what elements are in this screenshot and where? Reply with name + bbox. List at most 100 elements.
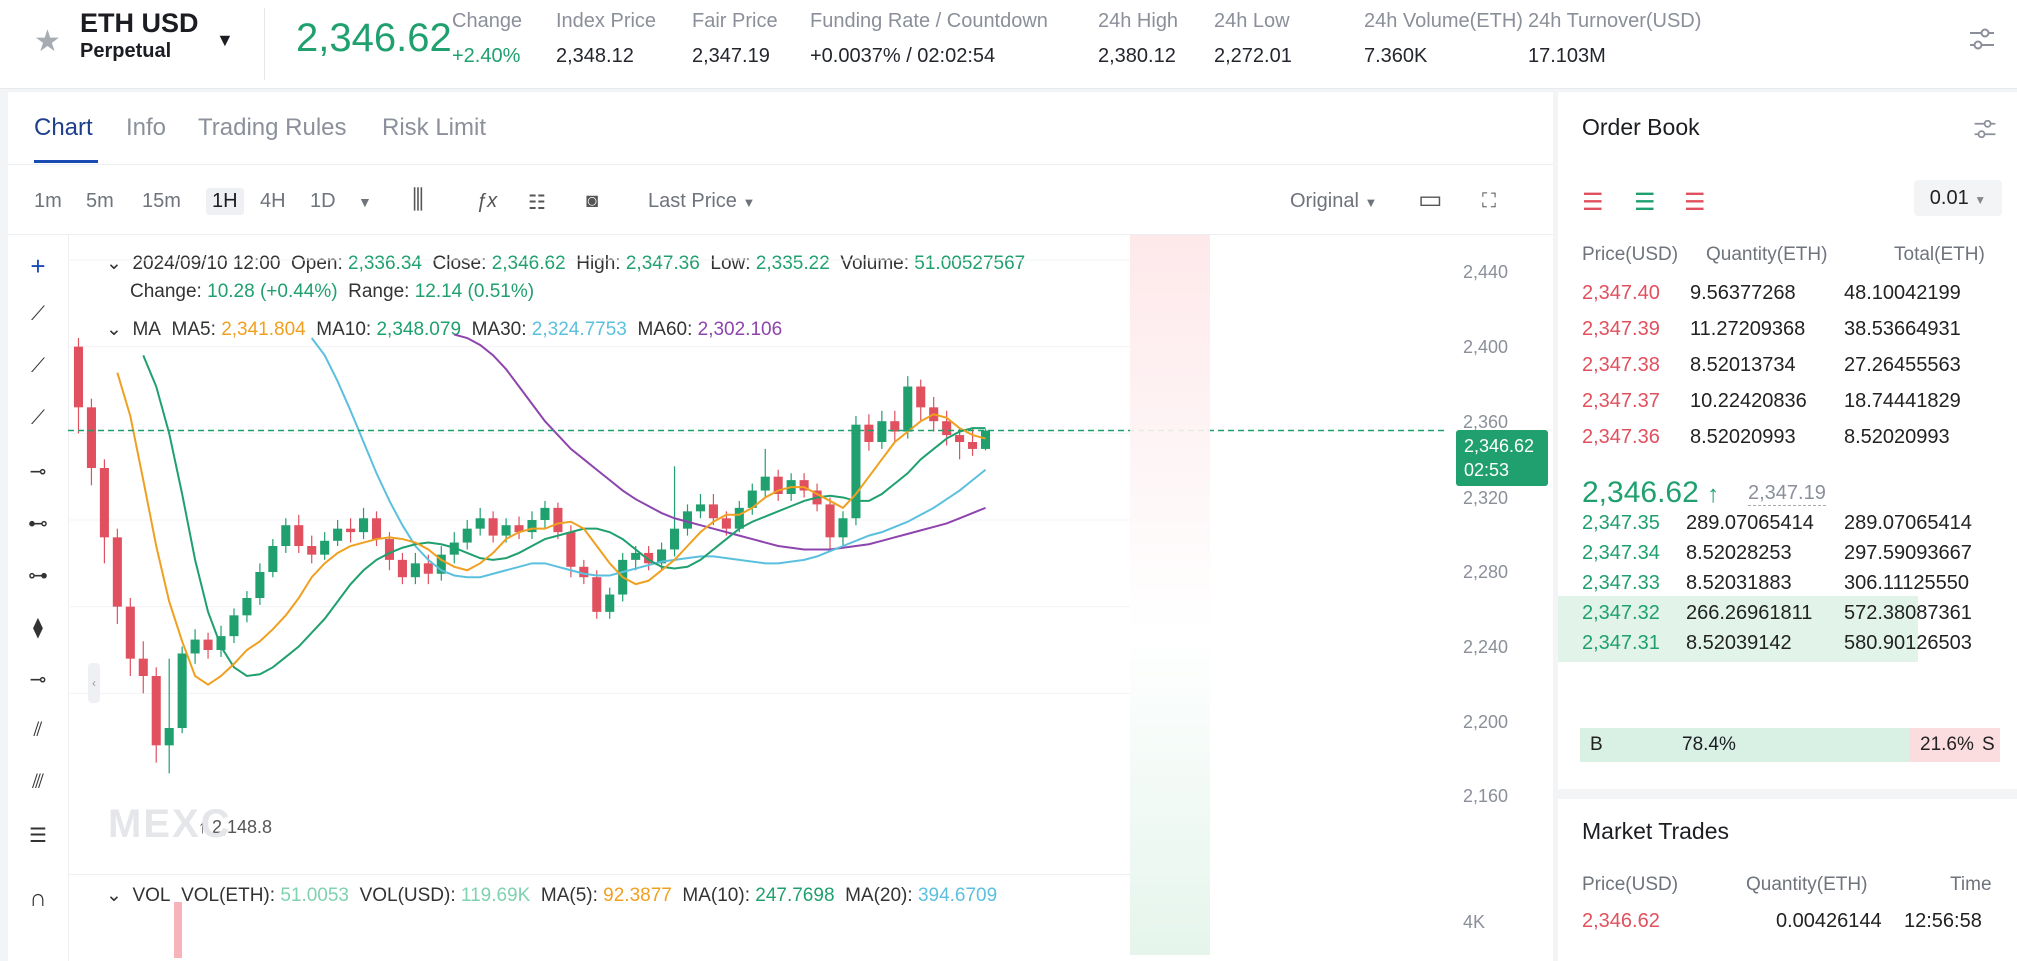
collapse-sidebar-handle[interactable]: ‹ <box>88 663 100 703</box>
candle-body <box>734 507 744 529</box>
price-line-icon[interactable]: ⊸ <box>29 669 47 691</box>
ma5-value: 2,341.804 <box>221 319 306 340</box>
symbol-name[interactable]: ETH USD <box>80 8 199 38</box>
timeframe-1d[interactable]: 1D <box>310 190 336 212</box>
candle-body <box>242 598 252 616</box>
bid-row[interactable]: 2,347.35 289.07065414 289.07065414 <box>1558 506 2017 542</box>
bid-quantity: 289.07065414 <box>1686 512 1814 534</box>
extended-line-icon[interactable]: ⟋ <box>31 407 45 429</box>
candle-body <box>229 615 239 637</box>
timeframe-1h[interactable]: 1H <box>206 188 244 215</box>
more-timeframes-icon[interactable]: ▼ <box>358 194 372 210</box>
ray-line-icon[interactable]: ⟋ <box>31 355 45 377</box>
candle-body <box>501 525 511 536</box>
indicators-icon[interactable]: ƒx <box>476 190 498 212</box>
ask-row[interactable]: 2,347.39 11.27209368 38.53664931 <box>1558 312 2017 348</box>
candle-body <box>216 636 226 650</box>
horizontal-ray-icon[interactable]: ⊸ <box>29 461 47 483</box>
ask-row[interactable]: 2,347.36 8.52020993 8.52020993 <box>1558 420 2017 456</box>
stat-change: Change +2.40% <box>452 10 523 67</box>
bid-price: 2,347.31 <box>1582 632 1660 654</box>
bid-total: 289.07065414 <box>1844 512 1972 534</box>
view-both-icon[interactable]: ☰ <box>1582 189 1610 216</box>
crosshair-icon[interactable]: + <box>30 251 46 281</box>
bid-row[interactable]: 2,347.34 8.52028253 297.59093667 <box>1558 536 2017 572</box>
horizontal-segment-icon[interactable]: ⊶ <box>28 565 48 587</box>
bid-quantity: 8.52028253 <box>1686 542 1792 564</box>
favorite-star-icon[interactable]: ★ <box>34 25 61 58</box>
collapse-chevron-icon[interactable]: ⌄ <box>106 319 122 340</box>
bid-row[interactable]: 2,347.33 8.52031883 306.11125550 <box>1558 566 2017 602</box>
tab-trading-rules[interactable]: Trading Rules <box>198 114 347 141</box>
view-mode-select[interactable]: Original ▼ <box>1290 190 1378 212</box>
ask-row[interactable]: 2,347.38 8.52013734 27.26455563 <box>1558 348 2017 384</box>
window-icon[interactable]: ▭ <box>1418 184 1443 214</box>
layout-icon[interactable]: ☷ <box>528 192 546 214</box>
ask-row[interactable]: 2,347.40 9.56377268 48.10042199 <box>1558 276 2017 312</box>
sell-ratio-bar <box>1909 728 2000 762</box>
candle-body <box>838 518 848 538</box>
candlestick-type-icon[interactable]: ⫼ <box>412 184 424 214</box>
depth-gradient <box>1130 235 1210 955</box>
price-type-select[interactable]: Last Price ▼ <box>648 190 756 212</box>
candle-body <box>540 507 550 520</box>
candle-body <box>488 518 498 536</box>
settings-sliders-icon[interactable] <box>1972 116 1998 142</box>
y-tick: 2,160 <box>1463 786 1509 806</box>
sell-label: S <box>1982 734 1995 755</box>
bid-total: 580.90126503 <box>1844 632 1972 654</box>
candle-body <box>436 554 446 574</box>
trend-line-icon[interactable]: ⟋ <box>31 303 45 325</box>
candle-body <box>333 528 343 541</box>
active-tab-indicator <box>34 160 98 163</box>
candle-body <box>125 606 135 659</box>
candle-body <box>799 480 809 491</box>
view-asks-icon[interactable]: ☰ <box>1684 189 1706 216</box>
precision-select[interactable]: 0.01 ▼ <box>1914 180 2002 216</box>
symbol-dropdown-icon[interactable]: ▼ <box>216 30 234 50</box>
horizontal-line-icon[interactable]: ⊷ <box>28 513 48 535</box>
price-chart[interactable] <box>68 235 1448 835</box>
ask-price: 2,347.36 <box>1582 426 1660 448</box>
candle-body <box>553 507 563 533</box>
candle-body <box>138 658 148 676</box>
timeframe-15m[interactable]: 15m <box>142 190 181 212</box>
ask-total: 8.52020993 <box>1844 426 1950 448</box>
ask-total: 18.74441829 <box>1844 390 1961 412</box>
stat-24h-low: 24h Low 2,272.01 <box>1214 10 1292 67</box>
ma30-line <box>310 337 987 579</box>
candle-body <box>112 537 122 607</box>
magnet-icon[interactable]: ∩ <box>29 885 47 912</box>
timeframe-4h[interactable]: 4H <box>260 190 286 212</box>
view-bids-icon[interactable]: ☰ <box>1634 189 1656 216</box>
stat-fair-price: Fair Price 2,347.19 <box>692 10 778 67</box>
settings-sliders-icon[interactable] <box>1967 24 1997 54</box>
ohlc-change: Change: 10.28 (+0.44%) Range: 12.14 (0.5… <box>130 281 535 302</box>
parallel-channel-icon[interactable]: ⫽ <box>33 719 43 741</box>
ask-row[interactable]: 2,347.37 10.22420836 18.74441829 <box>1558 384 2017 420</box>
sell-percent: 21.6% <box>1920 734 1974 755</box>
fullscreen-icon[interactable]: ⛶ <box>1482 190 1496 212</box>
buy-sell-ratio: B 78.4% 21.6% S <box>1580 728 2000 762</box>
y-tick: 2,280 <box>1463 562 1509 582</box>
candle-body <box>255 572 265 598</box>
bid-price: 2,347.35 <box>1582 512 1660 534</box>
fibonacci-icon[interactable]: ⫻ <box>32 771 44 793</box>
stat-index-price: Index Price 2,348.12 <box>556 10 657 67</box>
camera-icon[interactable]: ◙ <box>586 190 599 212</box>
tab-chart[interactable]: Chart <box>34 114 93 141</box>
range-value: 12.14 (0.51%) <box>414 281 535 302</box>
timeframe-1m[interactable]: 1m <box>34 190 62 212</box>
collapse-chevron-icon[interactable]: ⌄ <box>106 253 122 274</box>
collapse-chevron-icon[interactable]: ⌄ <box>106 885 122 906</box>
volume-bar <box>174 902 182 958</box>
tab-risk-limit[interactable]: Risk Limit <box>382 114 487 141</box>
y-tick: 2,360 <box>1463 412 1509 432</box>
fib-lines-icon[interactable]: ☰ <box>29 825 47 847</box>
vertical-line-icon[interactable]: ⧫ <box>33 617 43 639</box>
vol-eth-value: 51.0053 <box>280 885 349 906</box>
bid-row[interactable]: 2,347.31 8.52039142 580.90126503 <box>1558 626 2017 662</box>
tab-info[interactable]: Info <box>126 114 167 141</box>
timeframe-5m[interactable]: 5m <box>86 190 114 212</box>
high-value: 2,347.36 <box>625 253 700 274</box>
